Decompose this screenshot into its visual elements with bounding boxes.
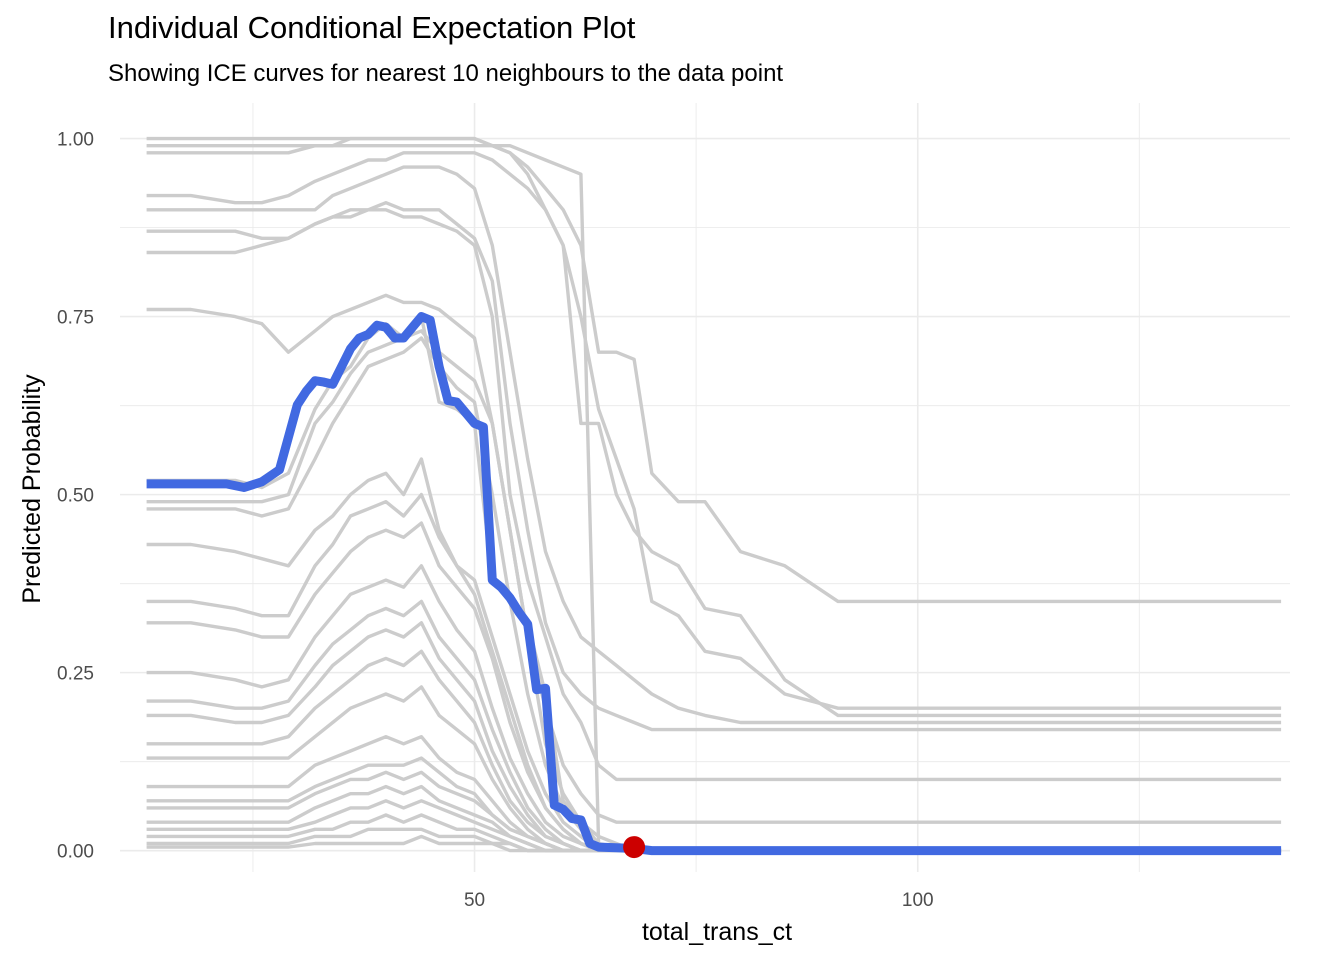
x-tick-labels: 50 100 xyxy=(464,890,934,911)
ice-curve xyxy=(146,208,1282,782)
x-axis-title: total_trans_ct xyxy=(642,918,792,946)
ice-curve xyxy=(146,685,1282,853)
data-point xyxy=(623,836,646,859)
x-tick-label: 50 xyxy=(464,890,485,911)
ice-curve xyxy=(146,784,1282,853)
data-point-group xyxy=(623,836,646,859)
highlight-curve xyxy=(146,312,1282,856)
y-axis-title: Predicted Probability xyxy=(18,374,46,604)
y-tick-label: 0.75 xyxy=(57,308,94,329)
highlight-curve-group xyxy=(146,312,1282,856)
y-tick-label: 0.25 xyxy=(57,664,94,685)
ice-curve xyxy=(146,165,1282,725)
x-tick-label: 100 xyxy=(902,890,934,911)
y-tick-label: 0.00 xyxy=(57,842,94,863)
y-tick-label: 0.50 xyxy=(57,486,94,507)
chart-subtitle: Showing ICE curves for nearest 10 neighb… xyxy=(108,60,784,87)
ice-curve xyxy=(146,151,1282,710)
y-tick-labels: 0.00 0.25 0.50 0.75 1.00 xyxy=(57,130,94,863)
ice-curve xyxy=(146,599,1282,853)
ice-curve xyxy=(146,293,1282,824)
chart-title: Individual Conditional Expectation Plot xyxy=(108,10,636,45)
grid-lines xyxy=(120,103,1290,872)
y-tick-label: 1.00 xyxy=(57,130,94,151)
ice-curve xyxy=(146,143,1282,718)
ice-curve xyxy=(146,200,1282,732)
